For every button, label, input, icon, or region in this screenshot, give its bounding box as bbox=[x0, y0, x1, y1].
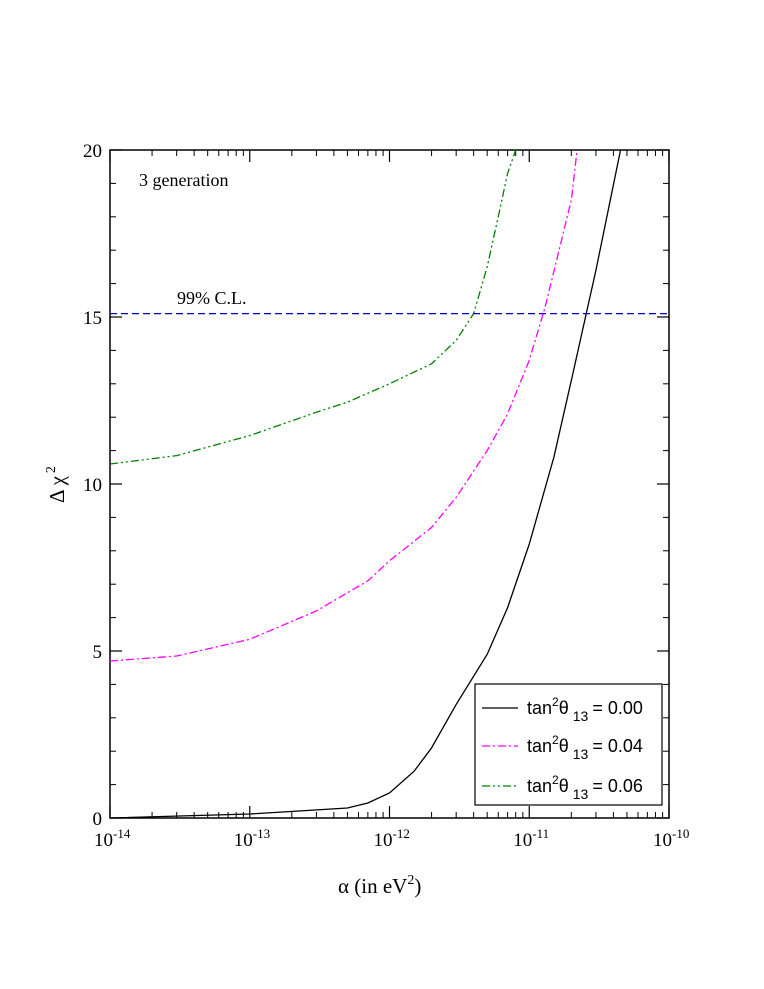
y-axis-title-main: Δ χ bbox=[45, 475, 69, 503]
x-tick-label: 10-12 bbox=[374, 826, 410, 851]
y-tick-label: 0 bbox=[93, 809, 103, 830]
axis-ticks bbox=[109, 149, 670, 819]
legend-box bbox=[474, 683, 663, 806]
series-line-1 bbox=[109, 149, 578, 662]
x-axis-title-main: α (in eV bbox=[338, 874, 407, 898]
y-tick-labels: 0 5 10 15 20 bbox=[83, 141, 102, 830]
y-tick-label: 5 bbox=[93, 642, 103, 663]
legend-label-2: tan2θ 13 = 0.06 bbox=[527, 773, 643, 802]
series-line-2 bbox=[109, 149, 517, 465]
legend-label-0: tan2θ 13 = 0.00 bbox=[527, 695, 643, 724]
cl-annotation: 99% C.L. bbox=[177, 288, 247, 308]
y-axis-title-sup: 2 bbox=[44, 466, 59, 473]
x-tick-label: 10-14 bbox=[94, 826, 131, 851]
x-axis-title-close: ) bbox=[414, 874, 421, 898]
legend-label-1: tan2θ 13 = 0.04 bbox=[527, 733, 643, 762]
x-tick-label: 10-13 bbox=[234, 826, 270, 851]
x-tick-labels: 10-14 10-13 10-12 10-11 10-10 bbox=[94, 826, 689, 851]
series-line-0 bbox=[109, 149, 622, 819]
x-axis-title: α (in eV2) bbox=[338, 873, 421, 898]
legend: tan2θ 13 = 0.00 tan2θ 13 = 0.04 tan2θ 13 = 0.06 bbox=[474, 683, 663, 806]
generation-annotation: 3 generation bbox=[139, 170, 228, 190]
y-tick-label: 10 bbox=[83, 475, 102, 496]
x-tick-label: 10-10 bbox=[653, 826, 689, 851]
y-tick-label: 20 bbox=[83, 141, 102, 162]
series-layer bbox=[109, 149, 622, 819]
x-tick-label: 10-11 bbox=[513, 826, 549, 851]
x-axis-title-sup: 2 bbox=[407, 873, 414, 888]
y-tick-label: 15 bbox=[83, 308, 102, 329]
y-axis-title: Δ χ 2 bbox=[44, 466, 69, 503]
